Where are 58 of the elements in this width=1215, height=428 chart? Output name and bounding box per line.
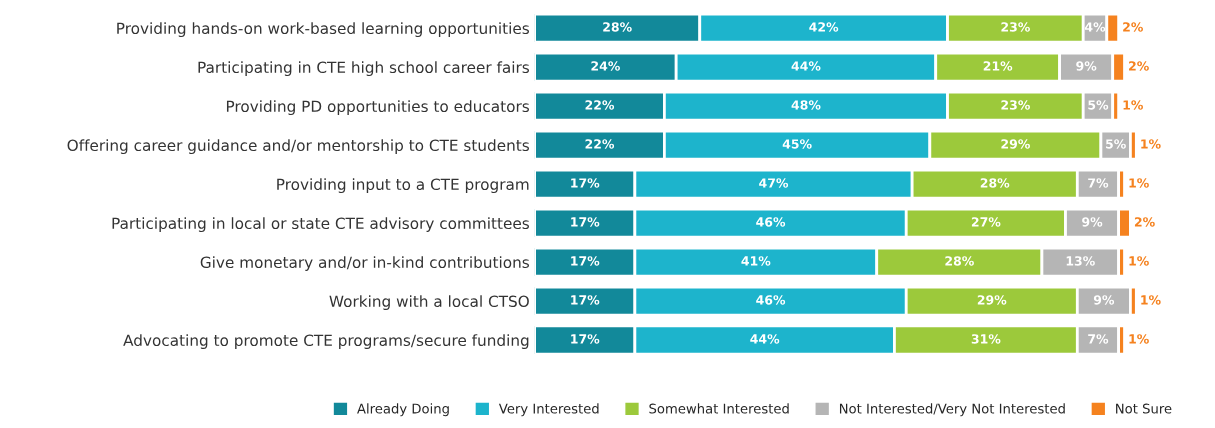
data-label: 45% [782, 139, 812, 149]
data-label: 28% [603, 22, 632, 32]
legend-label: Somewhat Interested [649, 403, 789, 414]
data-label: 17% [571, 334, 600, 344]
data-label: 44% [750, 334, 780, 344]
data-label: 17% [571, 256, 600, 266]
data-label: 2% [1123, 22, 1143, 32]
data-label: 42% [809, 22, 839, 32]
y-tick-label: Providing input to a CTE program [277, 178, 529, 194]
data-label: 7% [1088, 178, 1109, 188]
data-label: 9% [1093, 295, 1115, 305]
data-label: 7% [1088, 334, 1109, 344]
data-label: 9% [1082, 217, 1103, 227]
legend-label: Very Interested [498, 403, 599, 417]
y-tick-label: Working with a local CTSO [329, 295, 529, 311]
data-label: 23% [1001, 100, 1030, 110]
data-label: 17% [571, 217, 600, 227]
data-label: 28% [945, 256, 974, 266]
data-label: 23% [1001, 22, 1030, 32]
y-tick-label: Advocating to promote CTE programs/secure funding [123, 334, 529, 349]
data-label: 2% [1134, 217, 1155, 227]
legend-label: Not Interested/Very Not Interested [839, 403, 1065, 417]
data-label: 13% [1066, 256, 1095, 266]
data-label: 2% [1129, 61, 1149, 71]
data-label: 44% [791, 61, 821, 71]
data-label: 1% [1129, 334, 1149, 344]
y-tick-label: Give monetary and/or in-kind contributions [200, 256, 529, 272]
legend-label: Not Sure [1116, 403, 1172, 414]
legend-label: Already Doing [357, 403, 449, 417]
data-label: 1% [1129, 256, 1149, 266]
data-label: 22% [585, 100, 615, 110]
data-label: 5% [1106, 139, 1126, 149]
y-tick-label: Participating in local or state CTE advisory committees [112, 217, 529, 233]
data-label: 1% [1141, 295, 1161, 305]
data-label: 46% [756, 295, 786, 305]
data-label: 1% [1123, 100, 1143, 110]
data-label: 17% [571, 295, 600, 305]
data-label: 47% [759, 178, 789, 188]
y-tick-label: Offering career guidance and/or mentorship to CTE students [67, 139, 529, 155]
data-label: 17% [571, 178, 600, 188]
data-label: 27% [971, 217, 1001, 227]
data-label: 31% [971, 334, 1001, 344]
data-label: 29% [977, 295, 1007, 305]
y-tick-label: Providing hands-on work-based learning opportunities [117, 22, 529, 38]
data-label: 48% [791, 100, 821, 110]
data-label: 22% [585, 139, 615, 149]
data-label: 1% [1141, 139, 1161, 149]
data-label: 46% [756, 217, 786, 227]
data-label: 21% [983, 61, 1013, 71]
data-label: 9% [1076, 61, 1097, 71]
data-label: 41% [741, 256, 771, 266]
data-label: 29% [1001, 139, 1030, 149]
data-label: 24% [591, 61, 620, 71]
data-label: 28% [980, 178, 1010, 188]
data-label: 1% [1129, 178, 1149, 188]
y-tick-label: Providing PD opportunities to educators [226, 100, 529, 116]
data-label: 5% [1088, 100, 1109, 110]
y-tick-label: Participating in CTE high school career fairs [198, 61, 529, 77]
